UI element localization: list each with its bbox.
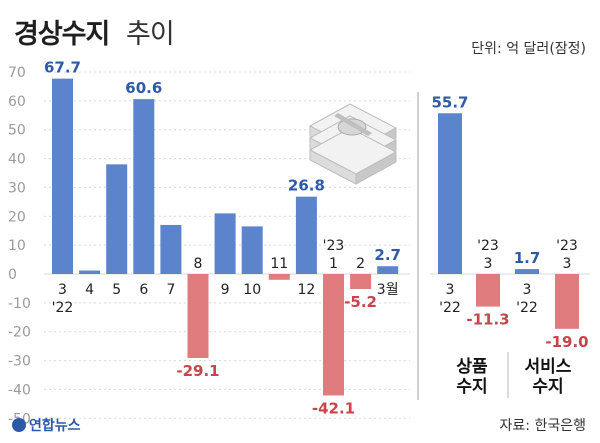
bar-1	[79, 270, 101, 274]
y-tick-label: 70	[8, 65, 26, 81]
services-category-0: 3	[523, 282, 532, 298]
bar-5	[187, 274, 209, 358]
category-label-0: 3	[58, 282, 67, 298]
y-tick-label: 10	[8, 238, 26, 254]
goods-caption-0: 상품	[456, 357, 488, 377]
y-tick-label: 30	[8, 180, 26, 196]
goods-bar-1	[476, 274, 500, 307]
money-stack-part	[334, 113, 372, 136]
category-label-4: 7	[166, 282, 175, 298]
unit-label: 단위: 억 달러(잠정)	[471, 41, 586, 57]
y-tick-label: 0	[8, 267, 17, 283]
year-label: '22	[52, 300, 74, 316]
source-label: 자료: 한국은행	[499, 418, 586, 434]
y-tick-label: 60	[8, 94, 26, 110]
category-label-7: 10	[243, 282, 261, 298]
money-stack-icon	[308, 103, 398, 185]
category-label-8: 11	[270, 256, 288, 272]
bar-11	[350, 274, 372, 290]
category-label-9: 12	[297, 282, 315, 298]
bar-7	[241, 226, 263, 274]
category-label-6: 9	[221, 282, 230, 298]
data-label-5: -29.1	[176, 362, 219, 380]
y-tick-label: 20	[8, 209, 26, 225]
category-label-5: 8	[194, 256, 203, 272]
year-label: '23	[323, 238, 345, 254]
services-bar-1	[555, 274, 579, 329]
bar-2	[106, 164, 128, 274]
y-tick-label: -30	[8, 354, 31, 370]
category-label-1: 4	[85, 282, 94, 298]
data-label-10: -42.1	[312, 399, 355, 417]
logo-icon	[12, 418, 26, 432]
data-label-9: 26.8	[288, 177, 325, 195]
y-tick-label: 40	[8, 152, 26, 168]
goods-category-1: 3	[484, 256, 493, 272]
services-data-label-0: 1.7	[514, 249, 541, 267]
services-caption-1: 수지	[532, 377, 563, 397]
category-label-10: 1	[329, 256, 338, 272]
logo-text: 연합뉴스	[29, 418, 81, 434]
bar-9	[295, 196, 317, 274]
goods-bar-0	[438, 113, 462, 274]
goods-category-0: 3	[446, 282, 455, 298]
services-category-1: 3	[563, 256, 572, 272]
goods-year-1: '23	[477, 238, 499, 254]
bar-8	[268, 274, 290, 280]
y-tick-label: -20	[8, 325, 31, 341]
data-label-0: 67.7	[44, 59, 81, 77]
goods-caption-1: 수지	[456, 377, 487, 397]
category-label-3: 6	[139, 282, 148, 298]
services-caption-0: 서비스	[525, 357, 572, 377]
chart-title-sub: 추이	[126, 19, 175, 50]
services-bar-0	[515, 269, 539, 274]
category-label-12: 3월	[377, 282, 399, 298]
goods-data-label-0: 55.7	[431, 93, 468, 111]
chart-title: 경상수지	[14, 19, 110, 50]
bar-12	[377, 266, 399, 274]
money-stack-part	[337, 118, 367, 136]
y-tick-label: -10	[8, 296, 31, 312]
services-year-1: '23	[556, 238, 578, 254]
goods-data-label-1: -11.3	[466, 311, 509, 329]
y-tick-label: 50	[8, 123, 26, 139]
y-tick-label: -40	[8, 382, 31, 398]
category-label-2: 5	[112, 282, 121, 298]
data-label-3: 60.6	[125, 79, 162, 97]
yonhap-logo: 연합뉴스	[12, 415, 81, 435]
data-label-12: 2.7	[374, 246, 401, 264]
bar-6	[214, 213, 236, 274]
goods-year-0: '22	[439, 300, 461, 316]
bar-4	[160, 224, 182, 274]
category-label-11: 2	[356, 256, 365, 272]
bar-10	[323, 274, 344, 396]
bar-3	[133, 99, 155, 274]
money-stack-part	[355, 151, 397, 185]
data-label-11: -5.2	[344, 293, 377, 311]
bar-0	[52, 78, 73, 274]
services-data-label-1: -19.0	[545, 333, 588, 351]
services-year-0: '22	[516, 300, 538, 316]
